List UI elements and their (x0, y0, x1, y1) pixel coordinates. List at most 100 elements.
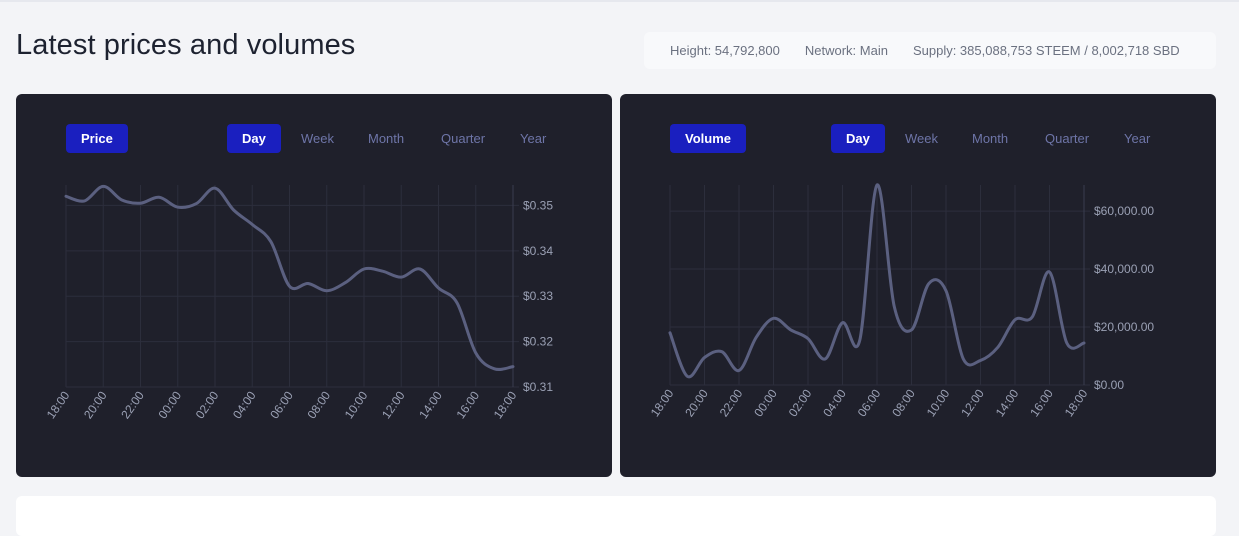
price-x-tick-label: 10:00 (342, 388, 371, 421)
price-data-point[interactable] (120, 198, 124, 202)
volume-x-tick-label: 20:00 (682, 386, 711, 419)
price-data-point[interactable] (306, 282, 310, 286)
volume-x-tick-label: 04:00 (820, 386, 849, 419)
volume-x-tick-label: 22:00 (717, 386, 746, 419)
block-height: Height: 54,792,800 (670, 43, 780, 58)
price-x-tick-label: 14:00 (416, 388, 445, 421)
network-name: Network: Main (804, 43, 888, 58)
price-data-point[interactable] (176, 205, 180, 209)
price-x-tick-label: 00:00 (156, 388, 185, 421)
price-data-point[interactable] (250, 222, 254, 226)
volume-data-point[interactable] (823, 357, 827, 361)
volume-data-point[interactable] (927, 282, 931, 286)
volume-chart-panel: Volume Day Week Month Quarter Year $0.00… (620, 94, 1216, 477)
price-x-tick-label: 06:00 (267, 388, 296, 421)
volume-x-tick-label: 08:00 (889, 386, 918, 419)
volume-data-point[interactable] (944, 289, 948, 293)
price-data-point[interactable] (269, 240, 273, 244)
volume-x-tick-label: 18:00 (648, 386, 677, 419)
price-data-point[interactable] (418, 267, 422, 271)
volume-tab-quarter[interactable]: Quarter (1045, 131, 1090, 146)
volume-data-point[interactable] (1013, 318, 1017, 322)
volume-data-point[interactable] (910, 328, 914, 332)
volume-data-point[interactable] (892, 305, 896, 309)
volume-data-point[interactable] (789, 328, 793, 332)
price-x-tick-label: 18:00 (44, 388, 73, 421)
volume-tab-month[interactable]: Month (972, 131, 1009, 146)
price-x-tick-label: 04:00 (230, 388, 259, 421)
volume-x-tick-label: 00:00 (751, 386, 780, 419)
price-data-point[interactable] (157, 195, 161, 199)
price-tab-year[interactable]: Year (520, 131, 547, 146)
volume-data-point[interactable] (737, 369, 741, 373)
top-border (0, 0, 1239, 2)
volume-chip[interactable]: Volume (670, 124, 746, 153)
volume-tab-week[interactable]: Week (905, 131, 938, 146)
volume-data-point[interactable] (961, 357, 965, 361)
volume-x-tick-label: 14:00 (993, 386, 1022, 419)
price-x-tick-label: 08:00 (305, 388, 334, 421)
price-x-tick-label: 20:00 (81, 388, 110, 421)
price-tab-week[interactable]: Week (301, 131, 334, 146)
volume-data-point[interactable] (772, 316, 776, 320)
volume-data-point[interactable] (1082, 341, 1086, 345)
price-data-point[interactable] (437, 286, 441, 290)
price-x-tick-label: 02:00 (193, 388, 222, 421)
price-chip[interactable]: Price (66, 124, 128, 153)
volume-data-point[interactable] (1030, 315, 1034, 319)
price-y-tick-label: $0.35 (523, 198, 553, 212)
content-card (16, 496, 1216, 536)
price-data-point[interactable] (194, 202, 198, 206)
volume-data-point[interactable] (685, 374, 689, 378)
volume-data-point[interactable] (996, 345, 1000, 349)
volume-chart: $0.00 $20,000.00 $40,000.00 $60,000.00 18:00… (648, 183, 1154, 419)
price-data-point[interactable] (492, 367, 496, 371)
price-x-tick-label: 22:00 (118, 388, 147, 421)
price-data-point[interactable] (83, 199, 87, 203)
volume-x-tick-label: 02:00 (786, 386, 815, 419)
price-tab-quarter[interactable]: Quarter (441, 131, 486, 146)
volume-gridlines (669, 185, 1090, 386)
volume-data-point[interactable] (703, 355, 707, 359)
volume-data-point[interactable] (979, 358, 983, 362)
volume-y-tick-label: $60,000.00 (1094, 204, 1154, 218)
volume-data-point[interactable] (841, 321, 845, 325)
volume-data-point[interactable] (875, 183, 879, 187)
volume-y-tick-label: $40,000.00 (1094, 262, 1154, 276)
volume-x-tick-label: 10:00 (924, 386, 953, 419)
volume-tab-day[interactable]: Day (831, 124, 885, 153)
price-y-tick-label: $0.31 (523, 380, 553, 394)
volume-data-point[interactable] (1065, 341, 1069, 345)
price-tab-month[interactable]: Month (368, 131, 405, 146)
price-data-point[interactable] (381, 269, 385, 273)
volume-tab-year[interactable]: Year (1124, 131, 1151, 146)
price-data-point[interactable] (213, 186, 217, 190)
price-x-tick-label: 16:00 (454, 388, 483, 421)
volume-x-tick-label: 16:00 (1027, 386, 1056, 419)
price-data-point[interactable] (399, 275, 403, 279)
volume-data-point[interactable] (858, 338, 862, 342)
volume-data-point[interactable] (1048, 270, 1052, 274)
price-data-point[interactable] (139, 201, 143, 205)
volume-data-point[interactable] (720, 350, 724, 354)
price-data-point[interactable] (362, 267, 366, 271)
price-data-point[interactable] (343, 281, 347, 285)
price-x-tick-label: 18:00 (491, 388, 520, 421)
price-data-point[interactable] (474, 351, 478, 355)
page-title: Latest prices and volumes (16, 29, 356, 61)
price-data-point[interactable] (455, 301, 459, 305)
volume-x-tick-label: 12:00 (958, 386, 987, 419)
price-gridlines (65, 185, 519, 388)
price-x-tick-label: 12:00 (379, 388, 408, 421)
volume-data-point[interactable] (668, 331, 672, 335)
volume-data-point[interactable] (754, 335, 758, 339)
price-data-point[interactable] (101, 184, 105, 188)
price-data-point[interactable] (511, 365, 515, 369)
price-data-point[interactable] (325, 289, 329, 293)
price-data-point[interactable] (232, 208, 236, 212)
volume-data-point[interactable] (806, 337, 810, 341)
price-tab-day[interactable]: Day (227, 124, 281, 153)
price-data-point[interactable] (288, 284, 292, 288)
price-y-tick-label: $0.32 (523, 335, 553, 349)
price-data-point[interactable] (64, 194, 68, 198)
